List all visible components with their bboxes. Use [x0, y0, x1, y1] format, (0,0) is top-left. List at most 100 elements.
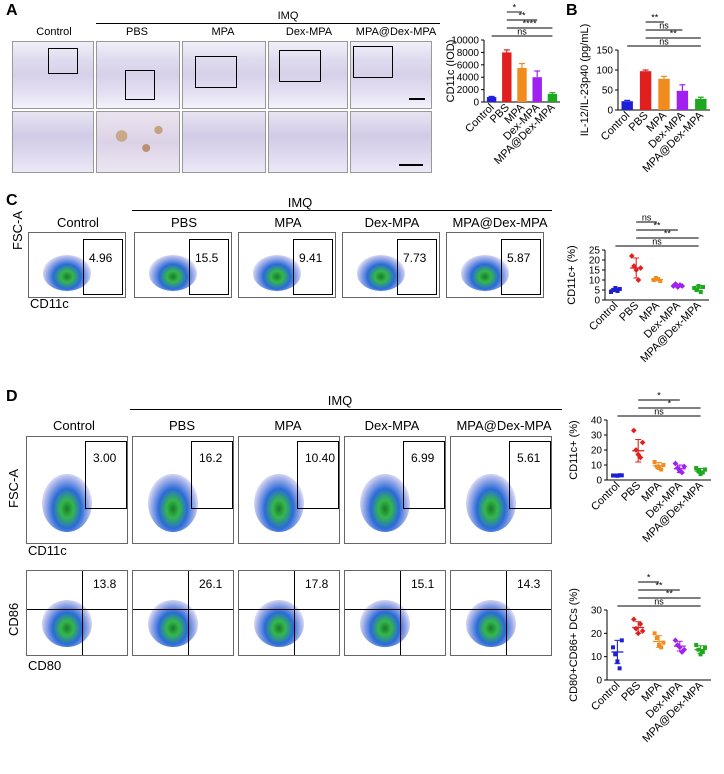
data-point	[661, 463, 666, 467]
flow-plot: 14.3	[450, 570, 552, 656]
axis-label-cd11c: CD11c	[30, 296, 69, 311]
bar-dex-mpa	[676, 90, 689, 110]
gate-box	[297, 441, 339, 509]
gate-percentage: 16.2	[199, 451, 223, 465]
data-point	[700, 650, 705, 654]
axis-label-fsc-a: FSC-A	[10, 211, 25, 250]
bar-control	[486, 97, 497, 102]
flow-plot: 26.1	[132, 570, 234, 656]
gate-box	[85, 441, 127, 509]
bar-mpa-dex-mpa	[547, 93, 558, 102]
significance-label: **	[653, 221, 661, 231]
data-point	[658, 279, 663, 283]
y-tick-label: 30	[591, 606, 603, 617]
flow-plot: 10.40	[238, 436, 340, 544]
zoom-box	[353, 46, 393, 78]
data-point	[700, 470, 705, 475]
flow-c-label-mpa: MPA	[274, 215, 302, 230]
data-point	[694, 466, 699, 470]
data-point	[672, 637, 679, 644]
histology-top-pbs	[96, 41, 180, 109]
y-tick-label: 150	[596, 46, 613, 57]
bar-pbs	[639, 71, 652, 110]
zoom-box	[125, 70, 155, 100]
gate-percentage: 15.5	[195, 251, 219, 265]
y-tick-label: 10	[591, 652, 603, 663]
histology-top-mpa	[182, 41, 266, 109]
y-tick-label: 2000	[457, 85, 480, 96]
significance-label: **	[664, 229, 672, 239]
imq-label: IMQ	[277, 10, 299, 22]
y-tick-label: 0	[473, 98, 479, 109]
scale-bar	[409, 98, 425, 100]
flow-d-label-mpa-dex-mpa: MPA@Dex-MPA	[456, 418, 552, 433]
density-cloud	[148, 600, 198, 647]
gate-percentage: 10.40	[305, 451, 336, 465]
significance-label: *	[513, 3, 517, 13]
gate-percentage: 7.73	[403, 251, 427, 265]
flow-c-label-dex-mpa: Dex-MPA	[364, 215, 420, 230]
gate-box	[191, 441, 233, 509]
quadrant-line-horizontal	[451, 608, 551, 610]
data-point	[703, 645, 707, 650]
y-tick-label: 30	[591, 431, 603, 442]
y-tick-label: 100	[596, 66, 613, 77]
flow-plot: 7.73	[342, 232, 440, 298]
flow-plot: 6.99	[344, 436, 446, 544]
panel-label-a: A	[6, 2, 18, 19]
data-point	[619, 638, 624, 643]
imq-line	[96, 23, 440, 24]
density-cloud	[360, 474, 410, 533]
y-tick-label: 0	[596, 476, 602, 487]
data-point	[639, 439, 646, 446]
histology-bottom-pbs	[96, 111, 180, 173]
significance-label: ns	[659, 21, 669, 31]
zoom-box	[195, 56, 237, 88]
flow-plot: 3.00	[26, 436, 128, 544]
y-tick-label: 0	[594, 296, 600, 307]
axis-label-cd11c: CD11c	[28, 543, 67, 558]
quadrant-line-horizontal	[133, 608, 233, 610]
y-axis-label: CD11c (IOD)	[445, 40, 457, 103]
quadrant-line-vertical	[400, 571, 401, 655]
y-tick-label: 0	[596, 676, 602, 687]
axis-label-fsc-a: FSC-A	[6, 469, 21, 508]
flow-c-label-control: Control	[57, 215, 99, 230]
flow-plot: 15.5	[134, 232, 232, 298]
gate-percentage: 26.1	[199, 577, 223, 591]
data-point	[637, 621, 644, 627]
density-cloud	[148, 474, 198, 533]
zoom-box	[279, 50, 321, 82]
quadrant-line-vertical	[188, 571, 189, 655]
gate-percentage: 4.96	[89, 251, 113, 265]
density-cloud	[254, 474, 304, 533]
data-point	[703, 467, 707, 472]
histology-bottom-mpa-dex-mpa	[350, 111, 432, 173]
y-tick-label: 4000	[457, 73, 480, 84]
x-tick-label: PBS	[627, 110, 651, 134]
data-point	[661, 640, 666, 645]
y-tick-label: 10	[591, 461, 603, 472]
flow-d-label-control: Control	[53, 418, 95, 433]
significance-label: **	[670, 29, 678, 39]
significance-label: *	[657, 391, 661, 401]
imq-line	[132, 210, 552, 211]
histology-top-dex-mpa	[268, 41, 348, 109]
significance-label: *	[647, 573, 651, 583]
x-tick-label: PBS	[619, 480, 643, 504]
data-point	[639, 628, 646, 634]
x-tick-label: Control	[589, 680, 623, 714]
zoom-box	[48, 48, 78, 74]
data-point	[659, 467, 664, 472]
imq-line	[130, 409, 562, 410]
bar-dex-mpa	[532, 77, 542, 102]
data-point	[609, 290, 613, 294]
gate-box	[403, 441, 445, 509]
imq-label: IMQ	[327, 393, 353, 408]
density-cloud	[466, 474, 516, 533]
gate-percentage: 5.87	[507, 251, 531, 265]
